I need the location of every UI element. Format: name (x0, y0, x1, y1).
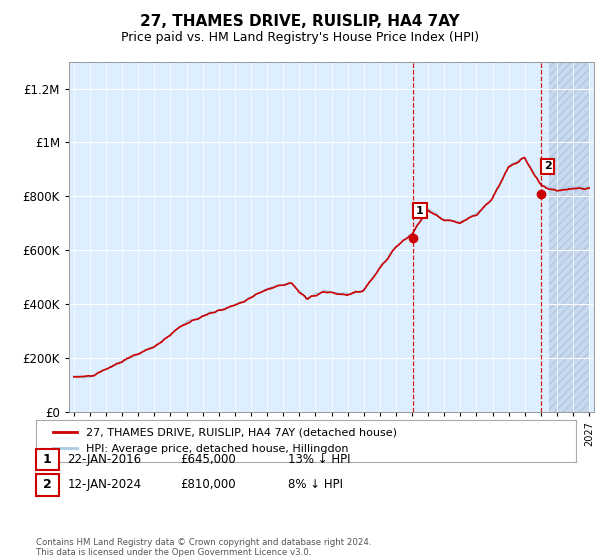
Text: 27, THAMES DRIVE, RUISLIP, HA4 7AY: 27, THAMES DRIVE, RUISLIP, HA4 7AY (140, 14, 460, 29)
Text: 13% ↓ HPI: 13% ↓ HPI (288, 453, 350, 466)
Text: 1: 1 (43, 453, 52, 466)
Text: Price paid vs. HM Land Registry's House Price Index (HPI): Price paid vs. HM Land Registry's House … (121, 31, 479, 44)
Legend: 27, THAMES DRIVE, RUISLIP, HA4 7AY (detached house), HPI: Average price, detache: 27, THAMES DRIVE, RUISLIP, HA4 7AY (deta… (47, 422, 403, 460)
Text: Contains HM Land Registry data © Crown copyright and database right 2024.
This d: Contains HM Land Registry data © Crown c… (36, 538, 371, 557)
Text: £810,000: £810,000 (180, 478, 236, 492)
Text: 1: 1 (416, 206, 424, 216)
Text: 8% ↓ HPI: 8% ↓ HPI (288, 478, 343, 492)
Text: 2: 2 (544, 161, 551, 171)
Text: 22-JAN-2016: 22-JAN-2016 (67, 453, 142, 466)
Text: 12-JAN-2024: 12-JAN-2024 (67, 478, 142, 492)
Text: £645,000: £645,000 (180, 453, 236, 466)
Text: 2: 2 (43, 478, 52, 492)
